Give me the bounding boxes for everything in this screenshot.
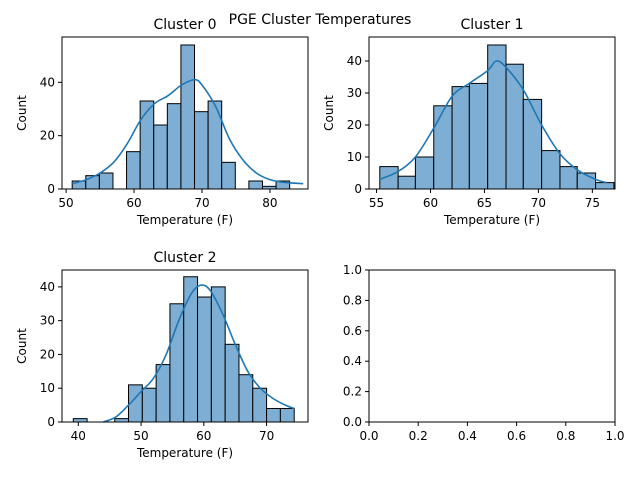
subplot-0: 50 60 70 80 0 20 40 Cluster 0 Temperature (F) Cou… — [15, 17, 309, 227]
y-tick-label: 0 — [354, 182, 362, 196]
histogram-bar — [397, 175, 416, 190]
histogram-bar — [126, 151, 141, 190]
y-tick-label: 0.8 — [343, 293, 362, 307]
x-tick-label: 0.0 — [359, 429, 378, 443]
y-tick-label: 0 — [47, 415, 55, 429]
kde-curve — [379, 60, 607, 184]
histogram-bar — [522, 98, 543, 190]
x-tick-label: 55 — [369, 196, 384, 210]
y-tick-label: 0.6 — [343, 324, 362, 338]
histogram-bar — [197, 296, 212, 423]
histogram-bar — [279, 407, 295, 423]
histogram-bar — [595, 182, 615, 190]
subplot-title: Cluster 0 — [153, 17, 216, 33]
histogram-bar — [451, 86, 470, 190]
histogram-bar — [468, 82, 489, 190]
y-tick-label: 30 — [40, 314, 55, 328]
histogram-bar — [98, 172, 114, 190]
x-tick-label: 0.6 — [507, 429, 526, 443]
y-tick-label: 40 — [347, 54, 362, 68]
histogram-bar — [433, 105, 453, 190]
y-tick-label: 0.2 — [343, 385, 362, 399]
histogram-bar — [505, 63, 524, 190]
x-tick-label: 60 — [126, 196, 141, 210]
histogram-bar — [183, 276, 199, 423]
x-axis-label: Temperature (F) — [136, 446, 233, 460]
x-tick-label: 60 — [423, 196, 438, 210]
y-tick-label: 0 — [47, 182, 55, 196]
x-tick-label: 40 — [71, 429, 86, 443]
histogram-bar — [139, 100, 155, 190]
histogram-bar — [169, 303, 185, 423]
x-tick-label: 0.4 — [458, 429, 477, 443]
x-tick-label: 70 — [531, 196, 546, 210]
kde-curve — [71, 78, 304, 185]
x-tick-label: 65 — [477, 196, 492, 210]
histogram-bar — [224, 343, 240, 423]
y-axis-label: Count — [15, 95, 29, 131]
histogram-bar — [248, 180, 263, 190]
x-tick-label: 0.2 — [409, 429, 428, 443]
histogram-bar — [266, 407, 281, 423]
histogram-bar — [180, 44, 196, 190]
y-tick-label: 0.4 — [343, 354, 362, 368]
x-tick-label: 0.8 — [556, 429, 575, 443]
y-tick-label: 20 — [40, 347, 55, 361]
histogram-bar — [221, 161, 236, 190]
histogram-bar — [252, 387, 268, 423]
x-tick-label: 70 — [259, 429, 274, 443]
y-tick-label: 20 — [347, 118, 362, 132]
histogram-bar — [153, 124, 168, 190]
x-tick-label: 50 — [58, 196, 73, 210]
axes-frame — [61, 269, 309, 423]
histogram-bar — [155, 364, 171, 423]
y-tick-label: 10 — [40, 381, 55, 395]
histogram-bar — [114, 418, 130, 423]
histogram-bar — [194, 111, 209, 190]
y-axis-label: Count — [15, 328, 29, 364]
histogram-bar — [238, 374, 254, 423]
y-tick-label: 1.0 — [343, 263, 362, 277]
y-tick-label: 40 — [40, 75, 55, 89]
figure-suptitle: PGE Cluster Temperatures — [229, 12, 412, 28]
subplot-title: Cluster 2 — [153, 250, 216, 266]
y-tick-label: 30 — [347, 86, 362, 100]
x-tick-label: 60 — [196, 429, 211, 443]
axes-frame — [61, 36, 309, 190]
histogram-bar — [541, 150, 561, 190]
histogram-bar — [414, 156, 435, 190]
x-axis-label: Temperature (F) — [136, 213, 233, 227]
histogram-bar — [72, 418, 88, 423]
histogram-bar — [166, 103, 182, 190]
subplot-3: 0.0 0.2 0.4 0.6 0.8 1.0 0.0 0.2 0.4 0.6 0.8 1.0 — [343, 263, 625, 443]
histogram-bar — [141, 387, 157, 423]
subplots: 50 60 70 80 0 20 40 Cluster 0 Temperature (F) Cou… — [15, 17, 625, 460]
y-tick-label: 40 — [40, 280, 55, 294]
kde-curve — [103, 284, 295, 423]
y-tick-label: 0.0 — [343, 415, 362, 429]
x-axis-label: Temperature (F) — [443, 213, 540, 227]
x-tick-label: 1.0 — [605, 429, 624, 443]
subplot-title: Cluster 1 — [460, 17, 523, 33]
subplot-1: 55 60 65 70 75 0 10 20 30 40 Cluster 1 Temperature … — [322, 17, 616, 227]
y-axis-label: Count — [322, 95, 336, 131]
subplot-2: 40 50 60 70 0 10 20 30 40 Cluster 2 Temperature (F… — [15, 250, 309, 460]
y-tick-label: 20 — [40, 129, 55, 143]
x-tick-label: 80 — [262, 196, 277, 210]
axes-frame — [368, 269, 616, 423]
histogram-bar — [559, 166, 578, 190]
y-tick-label: 10 — [347, 150, 362, 164]
x-tick-label: 70 — [194, 196, 209, 210]
axes-frame — [368, 36, 616, 190]
x-tick-label: 50 — [133, 429, 148, 443]
histogram-bar — [210, 286, 226, 423]
x-tick-label: 75 — [585, 196, 600, 210]
